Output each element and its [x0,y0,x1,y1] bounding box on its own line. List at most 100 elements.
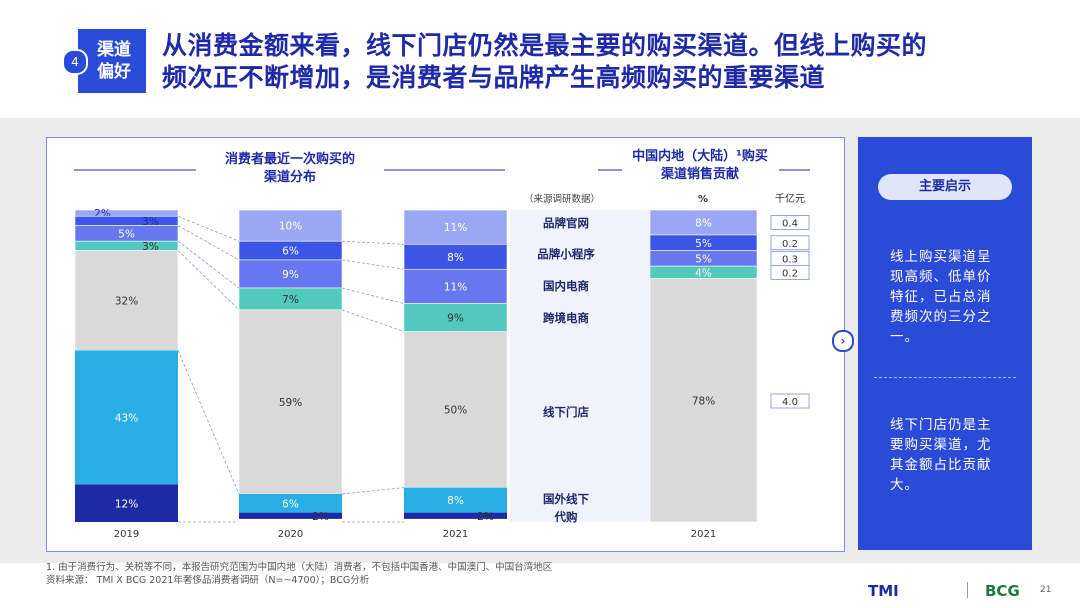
connector-1-2 [341,259,405,270]
chevron-right-icon: › [832,330,854,352]
right-chart-title-2: 渠道销售贡献 [660,166,739,182]
insight-2: 线下门店仍是主要购买渠道，尤其金额占比贡献大。 [890,417,992,493]
connector-0-1 [177,215,240,242]
connector-1-1 [341,240,405,245]
label-2019-2: 5% [118,228,135,240]
label-2019-4: 32% [115,295,138,307]
footnote: 1. 由于消费行为、关税等不同，本报告研究范围为中国内地（大陆）消费者，不包括中… [46,561,552,587]
section-number: 4 [62,49,88,75]
bar-2020-4 [238,309,343,495]
bar-2019-1 [74,215,179,226]
label-2019-abroad-b: 12% [115,498,138,510]
bar-2019-abroad-a [75,350,178,485]
pct-header: % [698,194,708,205]
label-2020-3: 7% [282,294,299,306]
amount-4: 4.0 [782,397,798,408]
logo-divider [967,582,968,598]
bar-2021-3 [403,303,508,332]
amount-box-0 [770,215,810,230]
insight-1: 线上购买渠道呈现高频、低单价特征，已占总消费频次的三分之一。 [890,249,992,345]
label-2019-abroad-a: 43% [115,412,138,424]
right-bar-0 [649,209,758,236]
right-x-tick: 2021 [691,529,716,540]
label-2020-4: 59% [279,397,302,409]
amount-box-3 [770,264,810,280]
bar-2021-abroad-b [404,512,507,519]
connector-0-4 [177,250,240,311]
label-2021-2: 11% [444,281,467,293]
connector-1-4 [341,309,405,333]
bar-2020-2 [238,259,343,289]
channel-label-abroad-2: 代购 [554,510,578,524]
label-2021-1: 8% [447,252,464,264]
amount-box-4 [770,393,810,409]
right-label-4: 78% [692,395,715,407]
page-number: 21 [1040,585,1052,595]
funnel-shade [510,210,650,522]
insights-sidebar: 主要启示 线上购买渠道呈现高频、低单价特征，已占总消费频次的三分之一。 线下门店… [858,137,1032,550]
channel-label-abroad-1: 国外线下 [543,492,589,506]
channel-label-0: 品牌官网 [543,216,589,230]
bar-2019-abroad-b [75,484,178,522]
bar-2020-0 [238,209,343,242]
amount-2: 0.3 [782,254,798,265]
x-tick-2019: 2019 [114,529,139,540]
value-unit-header: 千亿元 [775,192,805,205]
label-2021-abroad-b: 2% [477,511,494,523]
channel-label-1: 品牌小程序 [537,247,595,261]
connector-0-5 [177,350,240,495]
connector-1-5 [341,487,405,495]
amount-1: 0.2 [782,239,798,250]
right-label-1: 5% [695,238,712,250]
bcg-logo: BCG [985,582,1020,600]
label-2021-0: 11% [444,222,467,234]
section-tag: 4 渠道偏好 [62,29,146,93]
bar-2019-3 [74,240,179,251]
label-2019-1: 3% [142,216,159,228]
bar-2021-1 [403,244,508,270]
label-2020-0: 10% [279,221,302,233]
bar-2019-4 [74,250,179,351]
bar-2021-2 [403,268,508,304]
bar-2020-abroad-b [239,512,342,519]
right-bar-4 [649,278,758,523]
label-2021-3: 9% [447,313,464,325]
amount-3: 0.2 [782,268,798,279]
left-chart-title-2: 渠道分布 [263,169,316,185]
footnote-line-2: 资料来源： TMI X BCG 2021年奢侈品消费者调研（N=~4700）；B… [46,575,370,586]
right-label-0: 8% [695,217,712,229]
bar-2021-0 [403,209,508,245]
tmi-logo: TMI [868,582,899,600]
channel-label-2: 国内电商 [543,279,589,293]
label-2020-1: 6% [282,246,299,258]
x-tick-2021: 2021 [443,529,468,540]
headline-line-2: 频次正不断增加，是消费者与品牌产生高频购买的重要渠道 [162,63,826,92]
footnote-line-1: 1. 由于消费行为、关税等不同，本报告研究范围为中国内地（大陆）消费者，不包括中… [46,562,553,573]
channel-label-4: 线下门店 [543,405,589,419]
right-label-2: 5% [695,253,712,265]
bar-2020-abroad-a [239,493,342,513]
label-2021-4: 50% [444,405,467,417]
label-2019-3: 3% [142,241,159,253]
bar-2019-0 [74,209,179,217]
label-2020-abroad-b: 2% [312,511,329,523]
connector-0-3 [177,240,240,289]
left-chart-title-1: 消费者最近一次购买的 [225,151,355,167]
connector-1-3 [341,287,405,304]
insights-divider [874,377,1016,378]
page-headline: 从消费金额来看，线下门店仍然是最主要的购买渠道。但线上购买的 频次正不断增加，是… [162,30,982,94]
headline-line-1: 从消费金额来看，线下门店仍然是最主要的购买渠道。但线上购买的 [162,31,928,60]
label-2020-2: 9% [282,269,299,281]
amount-box-1 [770,235,810,251]
channel-label-3: 跨境电商 [543,311,589,325]
x-tick-2020: 2020 [278,529,303,540]
insights-pill: 主要启示 [878,174,1012,200]
label-2020-abroad-a: 6% [282,498,299,510]
right-label-3: 4% [695,267,712,279]
connector-0-2 [177,225,240,261]
source-note: （来源调研数据） [524,193,600,205]
header: 4 渠道偏好 从消费金额来看，线下门店仍然是最主要的购买渠道。但线上购买的 频次… [0,0,1080,118]
amount-0: 0.4 [782,218,798,229]
label-2021-abroad-a: 8% [447,495,464,507]
